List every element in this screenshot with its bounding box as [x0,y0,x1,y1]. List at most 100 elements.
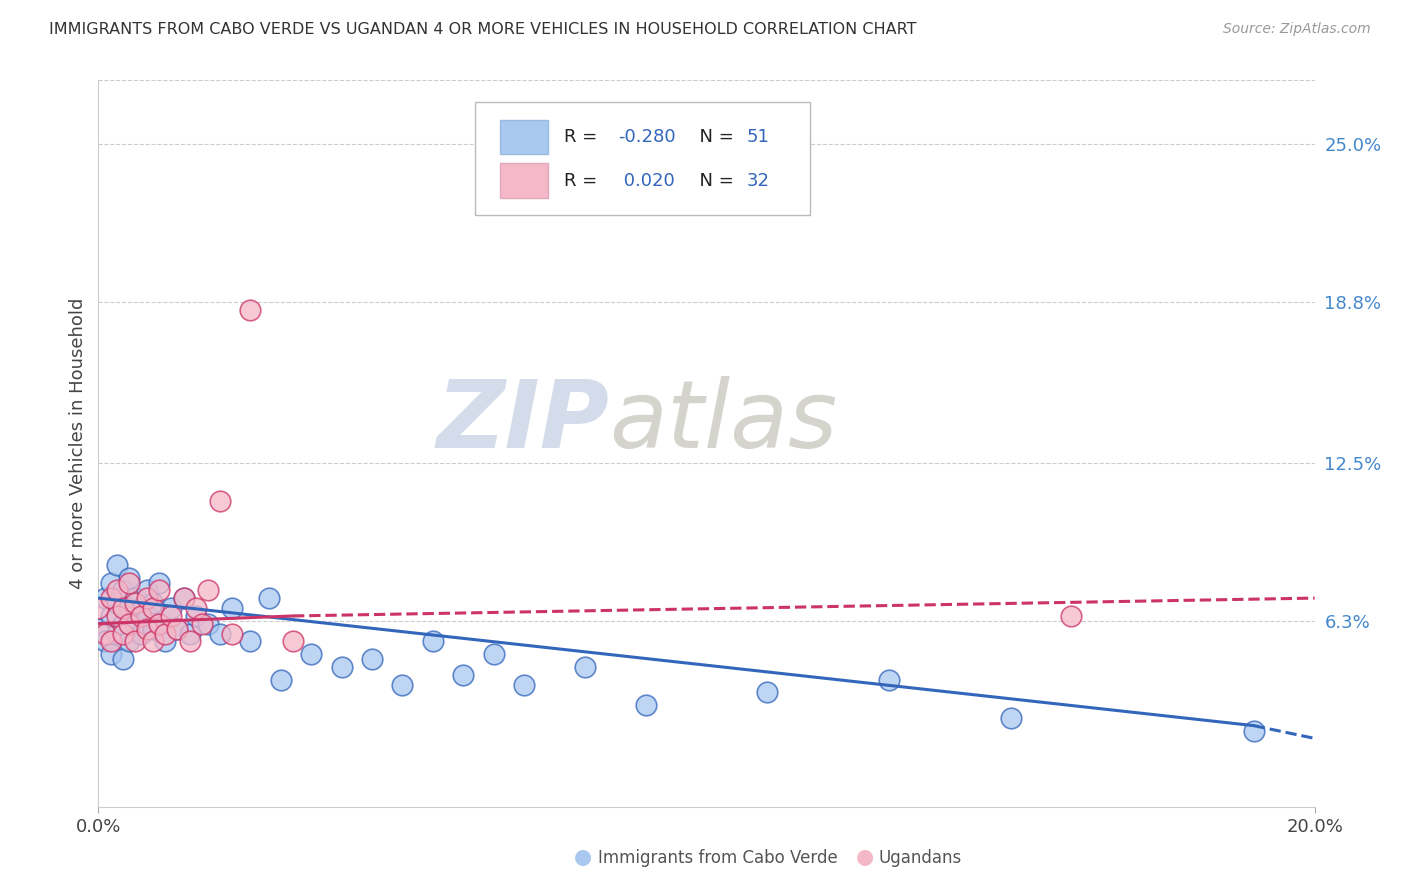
Point [330,660,353,674]
Point [129,627,152,641]
Text: 0.020: 0.020 [617,171,675,190]
Text: Ugandans: Ugandans [879,849,962,867]
Point [299,647,322,661]
Point [142,634,165,648]
Point [100,591,122,606]
Text: ●: ● [856,847,873,867]
Point [124,591,146,606]
Point [160,609,183,624]
Text: atlas: atlas [609,376,838,467]
Text: ●: ● [575,847,592,867]
Point [173,591,195,606]
Point [118,634,141,648]
Point [155,627,177,641]
Point [197,616,219,631]
Text: -0.280: -0.280 [617,128,675,146]
Point [221,601,243,615]
Point [1000,711,1022,725]
Point [877,673,900,687]
Point [93,591,115,606]
Point [111,616,134,631]
Point [105,609,128,624]
Point [179,627,201,641]
Text: R =: R = [564,128,603,146]
Y-axis label: 4 or more Vehicles in Household: 4 or more Vehicles in Household [69,298,87,590]
Point [173,591,195,606]
Text: R =: R = [564,171,603,190]
Point [100,609,122,624]
Point [239,634,262,648]
Text: N =: N = [689,171,740,190]
Point [148,616,170,631]
Point [574,660,596,674]
Point [148,616,170,631]
Point [136,609,159,624]
Point [105,583,128,598]
Point [105,627,128,641]
FancyBboxPatch shape [475,102,810,215]
Point [136,622,159,636]
Point [118,616,141,631]
Point [100,647,122,661]
Point [105,596,128,610]
Point [142,601,165,615]
Point [453,667,475,681]
Point [191,616,214,631]
Point [100,575,122,590]
Point [124,596,146,610]
Point [209,494,232,508]
FancyBboxPatch shape [499,163,548,198]
Point [184,601,207,615]
Point [118,601,141,615]
Point [179,634,201,648]
Point [100,634,122,648]
Point [160,601,183,615]
Text: Immigrants from Cabo Verde: Immigrants from Cabo Verde [598,849,838,867]
Point [1060,609,1083,624]
Point [239,302,262,317]
Point [111,652,134,666]
Point [155,634,177,648]
Point [93,634,115,648]
Point [87,622,110,636]
Point [513,678,536,692]
Point [124,616,146,631]
Point [257,591,280,606]
Point [136,583,159,598]
Point [136,591,159,606]
Text: 51: 51 [747,128,769,146]
Point [105,558,128,572]
Point [184,609,207,624]
Text: N =: N = [689,128,740,146]
Point [391,678,413,692]
Point [118,571,141,585]
Point [111,601,134,615]
Point [756,685,779,699]
Point [270,673,292,687]
Text: Source: ZipAtlas.com: Source: ZipAtlas.com [1223,22,1371,37]
Point [142,596,165,610]
Text: 32: 32 [747,171,769,190]
Text: IMMIGRANTS FROM CABO VERDE VS UGANDAN 4 OR MORE VEHICLES IN HOUSEHOLD CORRELATIO: IMMIGRANTS FROM CABO VERDE VS UGANDAN 4 … [49,22,917,37]
Point [361,652,384,666]
Text: ZIP: ZIP [436,376,609,468]
Point [281,634,304,648]
Point [93,627,115,641]
Point [422,634,444,648]
Point [124,634,146,648]
Point [111,583,134,598]
Point [166,622,188,636]
Point [148,575,170,590]
Point [221,627,243,641]
Point [209,627,232,641]
Point [197,583,219,598]
Point [111,627,134,641]
Point [142,622,165,636]
Point [1243,723,1265,738]
FancyBboxPatch shape [499,120,548,154]
Point [166,622,188,636]
Point [118,575,141,590]
Point [634,698,657,713]
Point [482,647,505,661]
Point [148,583,170,598]
